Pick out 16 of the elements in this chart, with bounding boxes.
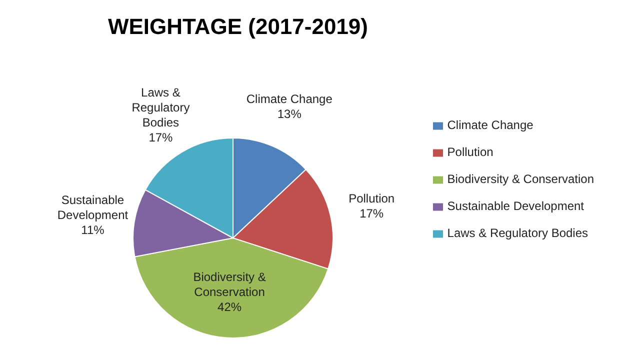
legend-label: Climate Change [447, 118, 534, 132]
legend-label: Biodiversity & Conservation [447, 172, 594, 186]
data-label: 42% [218, 300, 242, 314]
data-label: 13% [277, 107, 302, 122]
legend-label: Pollution [447, 145, 494, 159]
legend-label: Laws & Regulatory Bodies [447, 226, 588, 240]
slice-label: Laws & Regulatory Bodies [132, 85, 190, 130]
chart-title: WEIGHTAGE (2017-2019) [106, 14, 369, 40]
slice-label: Biodiversity & Conservation [193, 270, 266, 300]
data-label: 11% [81, 222, 105, 237]
slice-label: Sustainable Development [57, 192, 129, 222]
legend-label: Sustainable Development [447, 199, 584, 213]
data-label: 17% [148, 130, 174, 144]
data-label: 17% [360, 206, 384, 221]
slice-label: Pollution [348, 192, 395, 206]
slice-label: Climate Change [246, 92, 333, 106]
